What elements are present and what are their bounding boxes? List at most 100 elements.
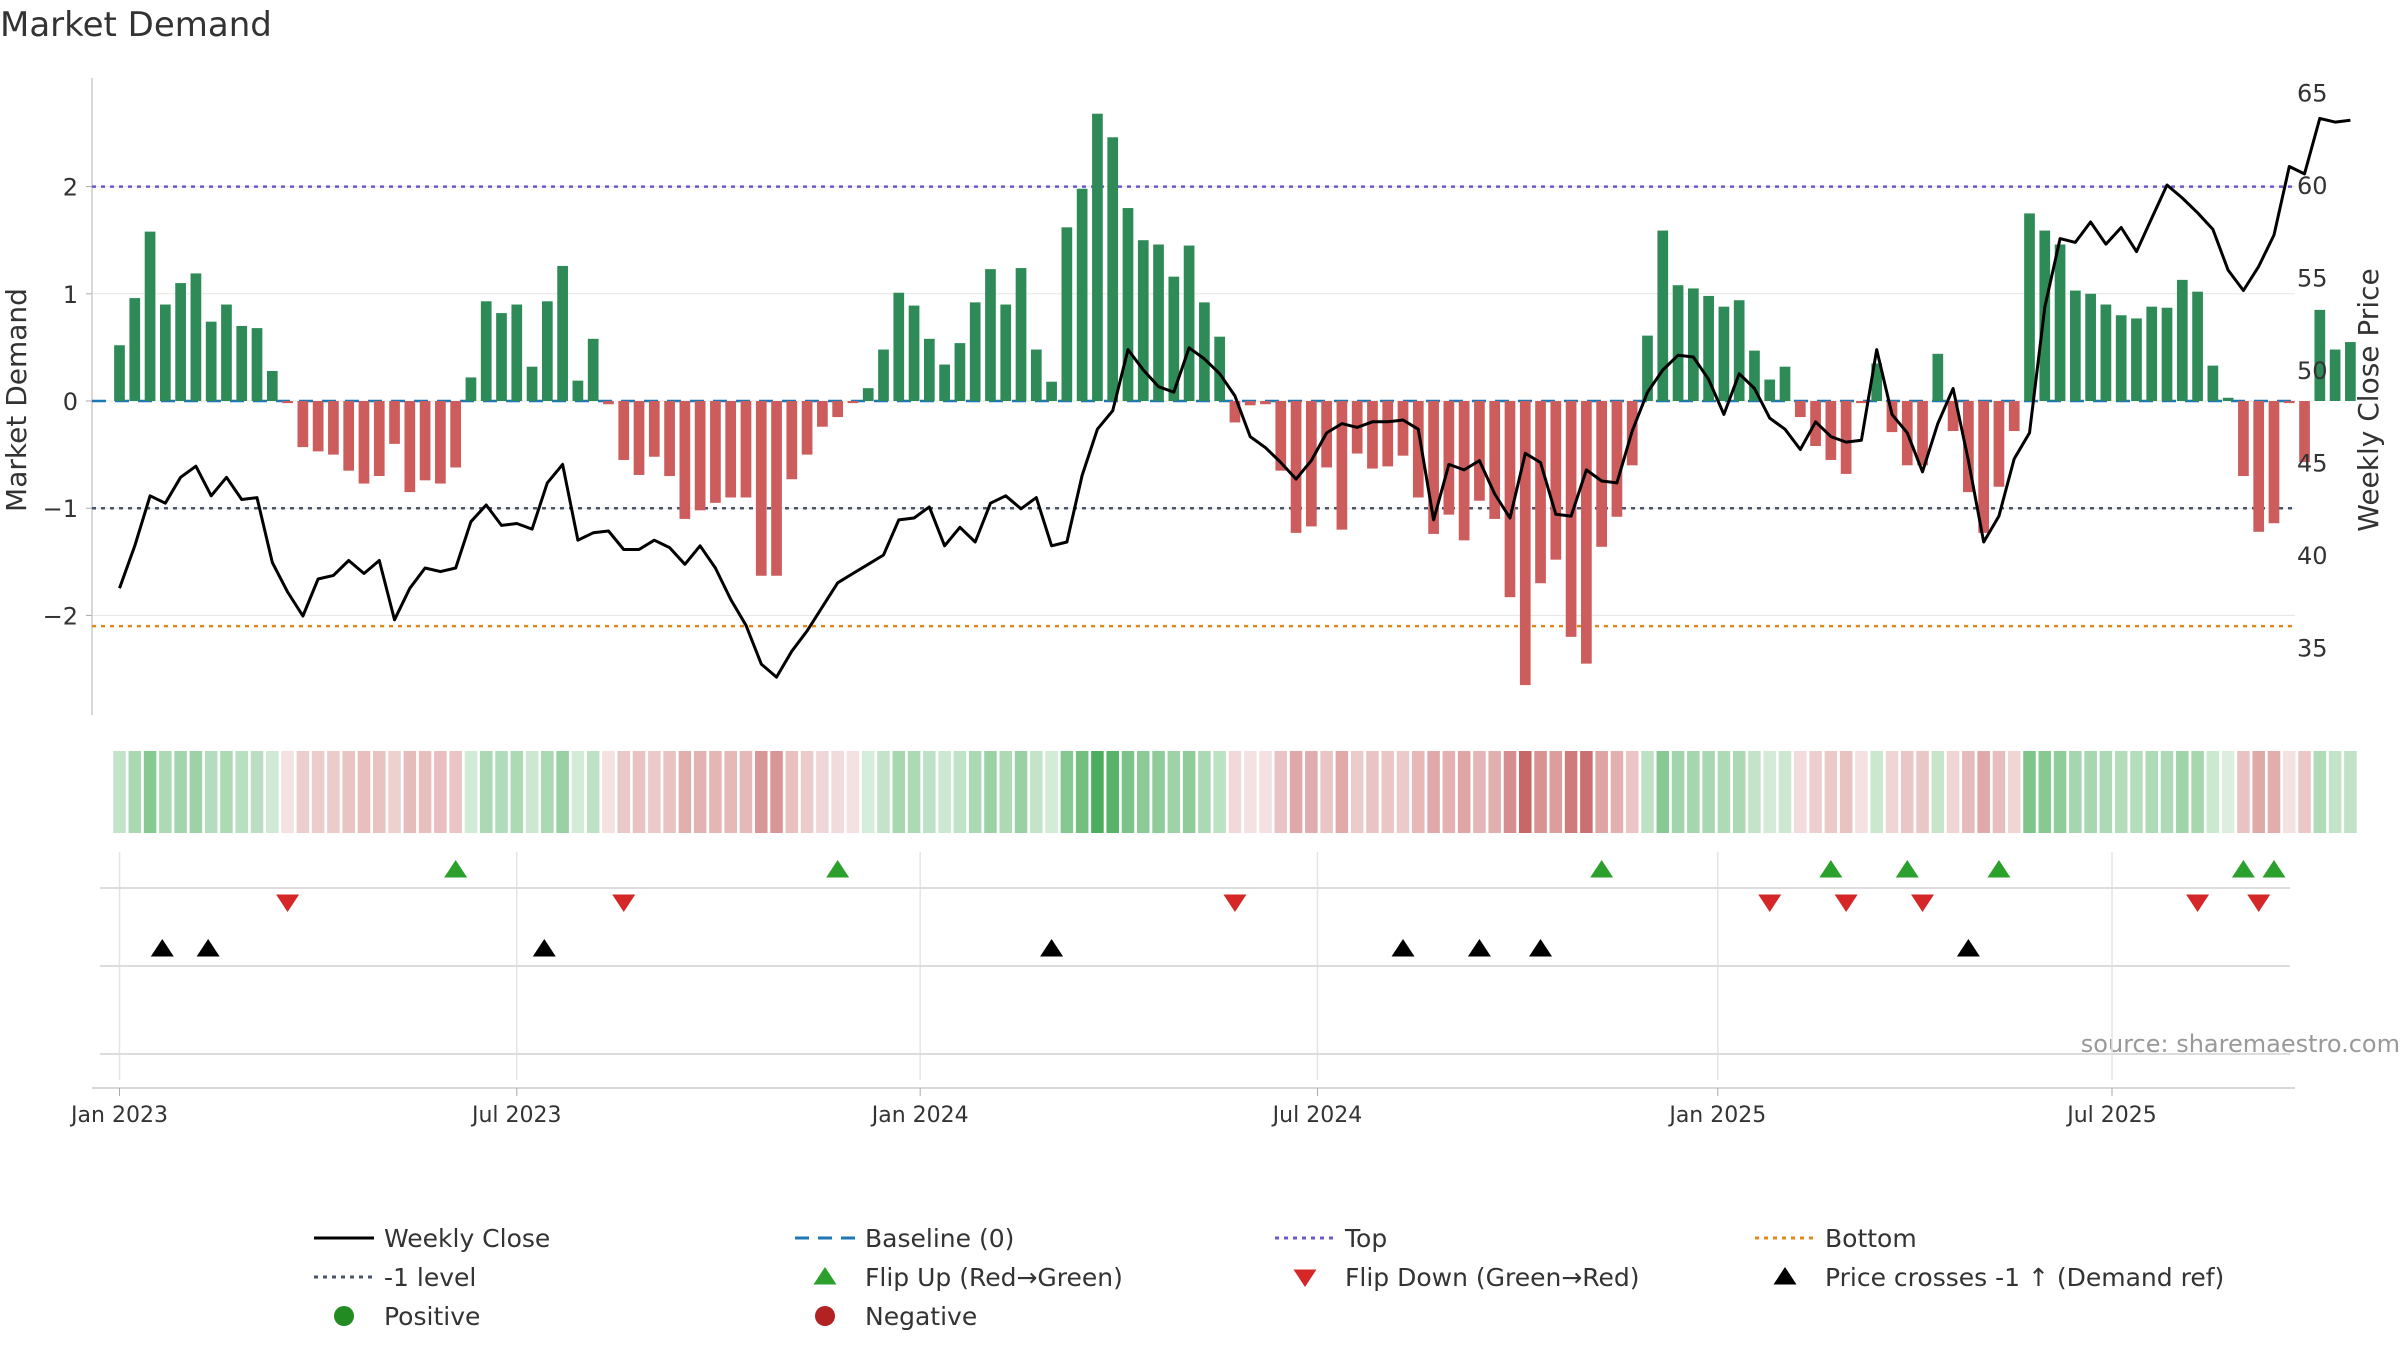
demand-bar	[1718, 306, 1730, 401]
heat-strip-cell	[1824, 751, 1838, 833]
demand-bar	[908, 305, 920, 401]
heat-strip-cell	[1259, 751, 1272, 833]
heat-strip-cell	[1702, 751, 1715, 833]
demand-bar	[2222, 397, 2234, 401]
demand-bar	[1168, 276, 1180, 401]
demand-bar	[1611, 401, 1623, 517]
heat-strip-cell	[861, 751, 875, 833]
flip-down-marker	[1223, 894, 1247, 912]
heat-strip-cell	[1121, 751, 1135, 833]
heat-strip-cell	[1152, 751, 1165, 833]
y2-axis-ticks: 35 40 45 50 55 60 65	[2297, 80, 2328, 663]
demand-bar	[312, 401, 324, 452]
heat-strip-cell	[1473, 751, 1486, 833]
flip-up-marker	[2262, 860, 2286, 878]
heat-strip-cell	[449, 751, 462, 833]
demand-bar	[1672, 285, 1684, 401]
demand-bar	[664, 401, 675, 477]
demand-bar	[1871, 363, 1883, 401]
heat-strip-cell	[1717, 751, 1731, 833]
demand-bar	[648, 401, 660, 457]
demand-bar	[1657, 230, 1669, 401]
heat-strip-cell	[571, 751, 585, 833]
heat-strip-cell	[1274, 751, 1288, 833]
demand-bar	[1764, 379, 1776, 401]
demand-bar	[1397, 401, 1409, 456]
heat-strip-cell	[984, 751, 997, 833]
heat-strip-cell	[1503, 751, 1517, 833]
heat-strip-cell	[1778, 751, 1792, 833]
legend-item: Positive	[334, 1302, 480, 1331]
heat-strip-cell	[174, 751, 187, 833]
heat-strip-cell	[1855, 751, 1868, 833]
demand-bar	[985, 269, 996, 401]
demand-bar	[1382, 401, 1394, 467]
demand-bar	[1030, 349, 1042, 401]
demand-bar	[1076, 188, 1088, 401]
demand-bar	[480, 301, 492, 401]
heat-strip-cell	[556, 751, 569, 833]
demand-bar	[373, 401, 385, 477]
demand-bar	[1932, 353, 1944, 401]
legend-swatch	[813, 1267, 837, 1285]
heat-strip-cell	[2007, 751, 2021, 833]
heat-strip-cell	[2267, 751, 2281, 833]
heat-strip-cell	[999, 751, 1013, 833]
heat-strip-cell	[2145, 751, 2159, 833]
heat-strip-cell	[1381, 751, 1395, 833]
heat-strip-cell	[739, 751, 753, 833]
heat-strip-cell	[2283, 751, 2296, 833]
demand-bar	[2008, 401, 2020, 432]
demand-bar	[587, 338, 599, 401]
y2-tick-label: 40	[2297, 542, 2328, 570]
demand-bar	[1581, 401, 1592, 664]
demand-bar	[1519, 401, 1531, 686]
heat-strip-cell	[2221, 751, 2235, 833]
demand-bar	[1794, 401, 1806, 418]
heat-strip-cell	[892, 751, 906, 833]
heat-strip-cell	[2206, 751, 2220, 833]
demand-bar	[2100, 304, 2112, 401]
demand-bar	[1305, 401, 1317, 527]
demand-bar	[1290, 401, 1302, 533]
heat-strip-cell	[2084, 751, 2097, 833]
legend-label: Positive	[384, 1302, 480, 1331]
heat-strip-cell	[1962, 751, 1975, 833]
weekly-close-line	[118, 116, 2351, 679]
heat-strip-cell	[434, 751, 447, 833]
legend-item: Baseline (0)	[795, 1224, 1014, 1253]
legend-label: Price crosses -1 ↑ (Demand ref)	[1825, 1263, 2224, 1292]
heat-strip-cell	[2023, 751, 2036, 833]
heat-strip-cell	[418, 751, 432, 833]
demand-bar	[710, 401, 721, 503]
demand-bar	[2069, 290, 2081, 401]
heat-strip-cell	[1870, 751, 1883, 833]
heat-strip-cell	[1564, 751, 1578, 833]
flip-up-marker	[1987, 860, 2011, 878]
demand-bar	[1183, 245, 1195, 401]
heat-strip-cell	[923, 751, 936, 833]
demand-bar	[511, 304, 523, 401]
demand-bar	[2283, 401, 2295, 404]
heat-strip-cell	[1946, 751, 1960, 833]
heat-strip-cell	[327, 751, 340, 833]
heat-strip-cell	[1396, 751, 1410, 833]
heat-strip-cell	[1687, 751, 1700, 833]
demand-bar	[205, 321, 217, 401]
legend-label: Baseline (0)	[865, 1224, 1014, 1253]
demand-bar	[541, 301, 553, 401]
demand-bar	[1015, 268, 1027, 401]
heat-strip-cell	[159, 751, 172, 833]
demand-bar	[1244, 401, 1256, 406]
legend-item: Negative	[815, 1302, 977, 1331]
demand-bar	[1749, 350, 1760, 401]
demand-bar	[1153, 244, 1164, 401]
y-tick-label: 1	[63, 281, 78, 309]
heat-strip-cell	[1167, 751, 1181, 833]
y-axis-label: Market Demand	[0, 288, 33, 512]
legend-label: Flip Down (Green→Red)	[1345, 1263, 1640, 1292]
demand-bar	[1733, 300, 1745, 401]
legend-item: Flip Up (Red→Green)	[813, 1263, 1123, 1292]
flip-up-marker	[444, 860, 468, 878]
y-tick-label: −2	[43, 602, 78, 630]
